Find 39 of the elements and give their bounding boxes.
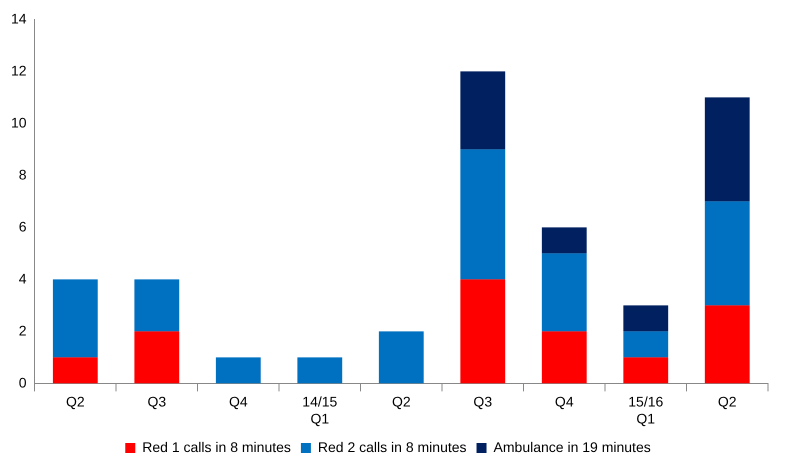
bar xyxy=(542,331,587,384)
legend-label: Ambulance in 19 minutes xyxy=(494,438,651,455)
x-tick-label: Q2 xyxy=(66,394,85,410)
x-tick-label: 14/15 Q1 xyxy=(302,394,338,426)
bar xyxy=(52,357,98,384)
bar xyxy=(297,357,342,384)
bar xyxy=(542,253,587,332)
bar xyxy=(216,357,261,384)
x-tick-label: Q3 xyxy=(147,394,166,410)
x-tick-label: Q2 xyxy=(392,394,411,410)
bar xyxy=(378,331,424,384)
bar xyxy=(623,357,668,384)
y-tick-label: 8 xyxy=(18,166,27,182)
bar xyxy=(623,305,668,332)
x-tick-label: 15/16 Q1 xyxy=(628,394,664,426)
y-tick-label: 2 xyxy=(18,322,27,338)
y-tick-label: 6 xyxy=(18,218,27,234)
x-tick-label: Q4 xyxy=(228,394,248,410)
bar xyxy=(460,279,506,384)
bar xyxy=(52,279,98,358)
y-tick-label: 14 xyxy=(10,10,27,26)
y-tick-label: 0 xyxy=(18,374,27,390)
bar xyxy=(134,279,180,332)
x-tick-label: Q2 xyxy=(718,394,737,410)
bar xyxy=(704,97,750,202)
bar xyxy=(704,201,750,306)
bar xyxy=(704,305,750,384)
x-tick-label: Q3 xyxy=(473,394,492,410)
legend-label: Red 1 calls in 8 minutes xyxy=(142,438,291,455)
bar xyxy=(134,331,180,384)
bar xyxy=(623,331,668,358)
y-tick-label: 4 xyxy=(18,270,27,286)
y-tick-label: 10 xyxy=(10,114,27,130)
legend-label: Red 2 calls in 8 minutes xyxy=(318,438,467,455)
bar xyxy=(460,149,506,280)
bar xyxy=(460,71,506,150)
y-tick-label: 12 xyxy=(10,62,27,78)
bar xyxy=(542,227,587,254)
x-tick-label: Q4 xyxy=(554,394,574,410)
